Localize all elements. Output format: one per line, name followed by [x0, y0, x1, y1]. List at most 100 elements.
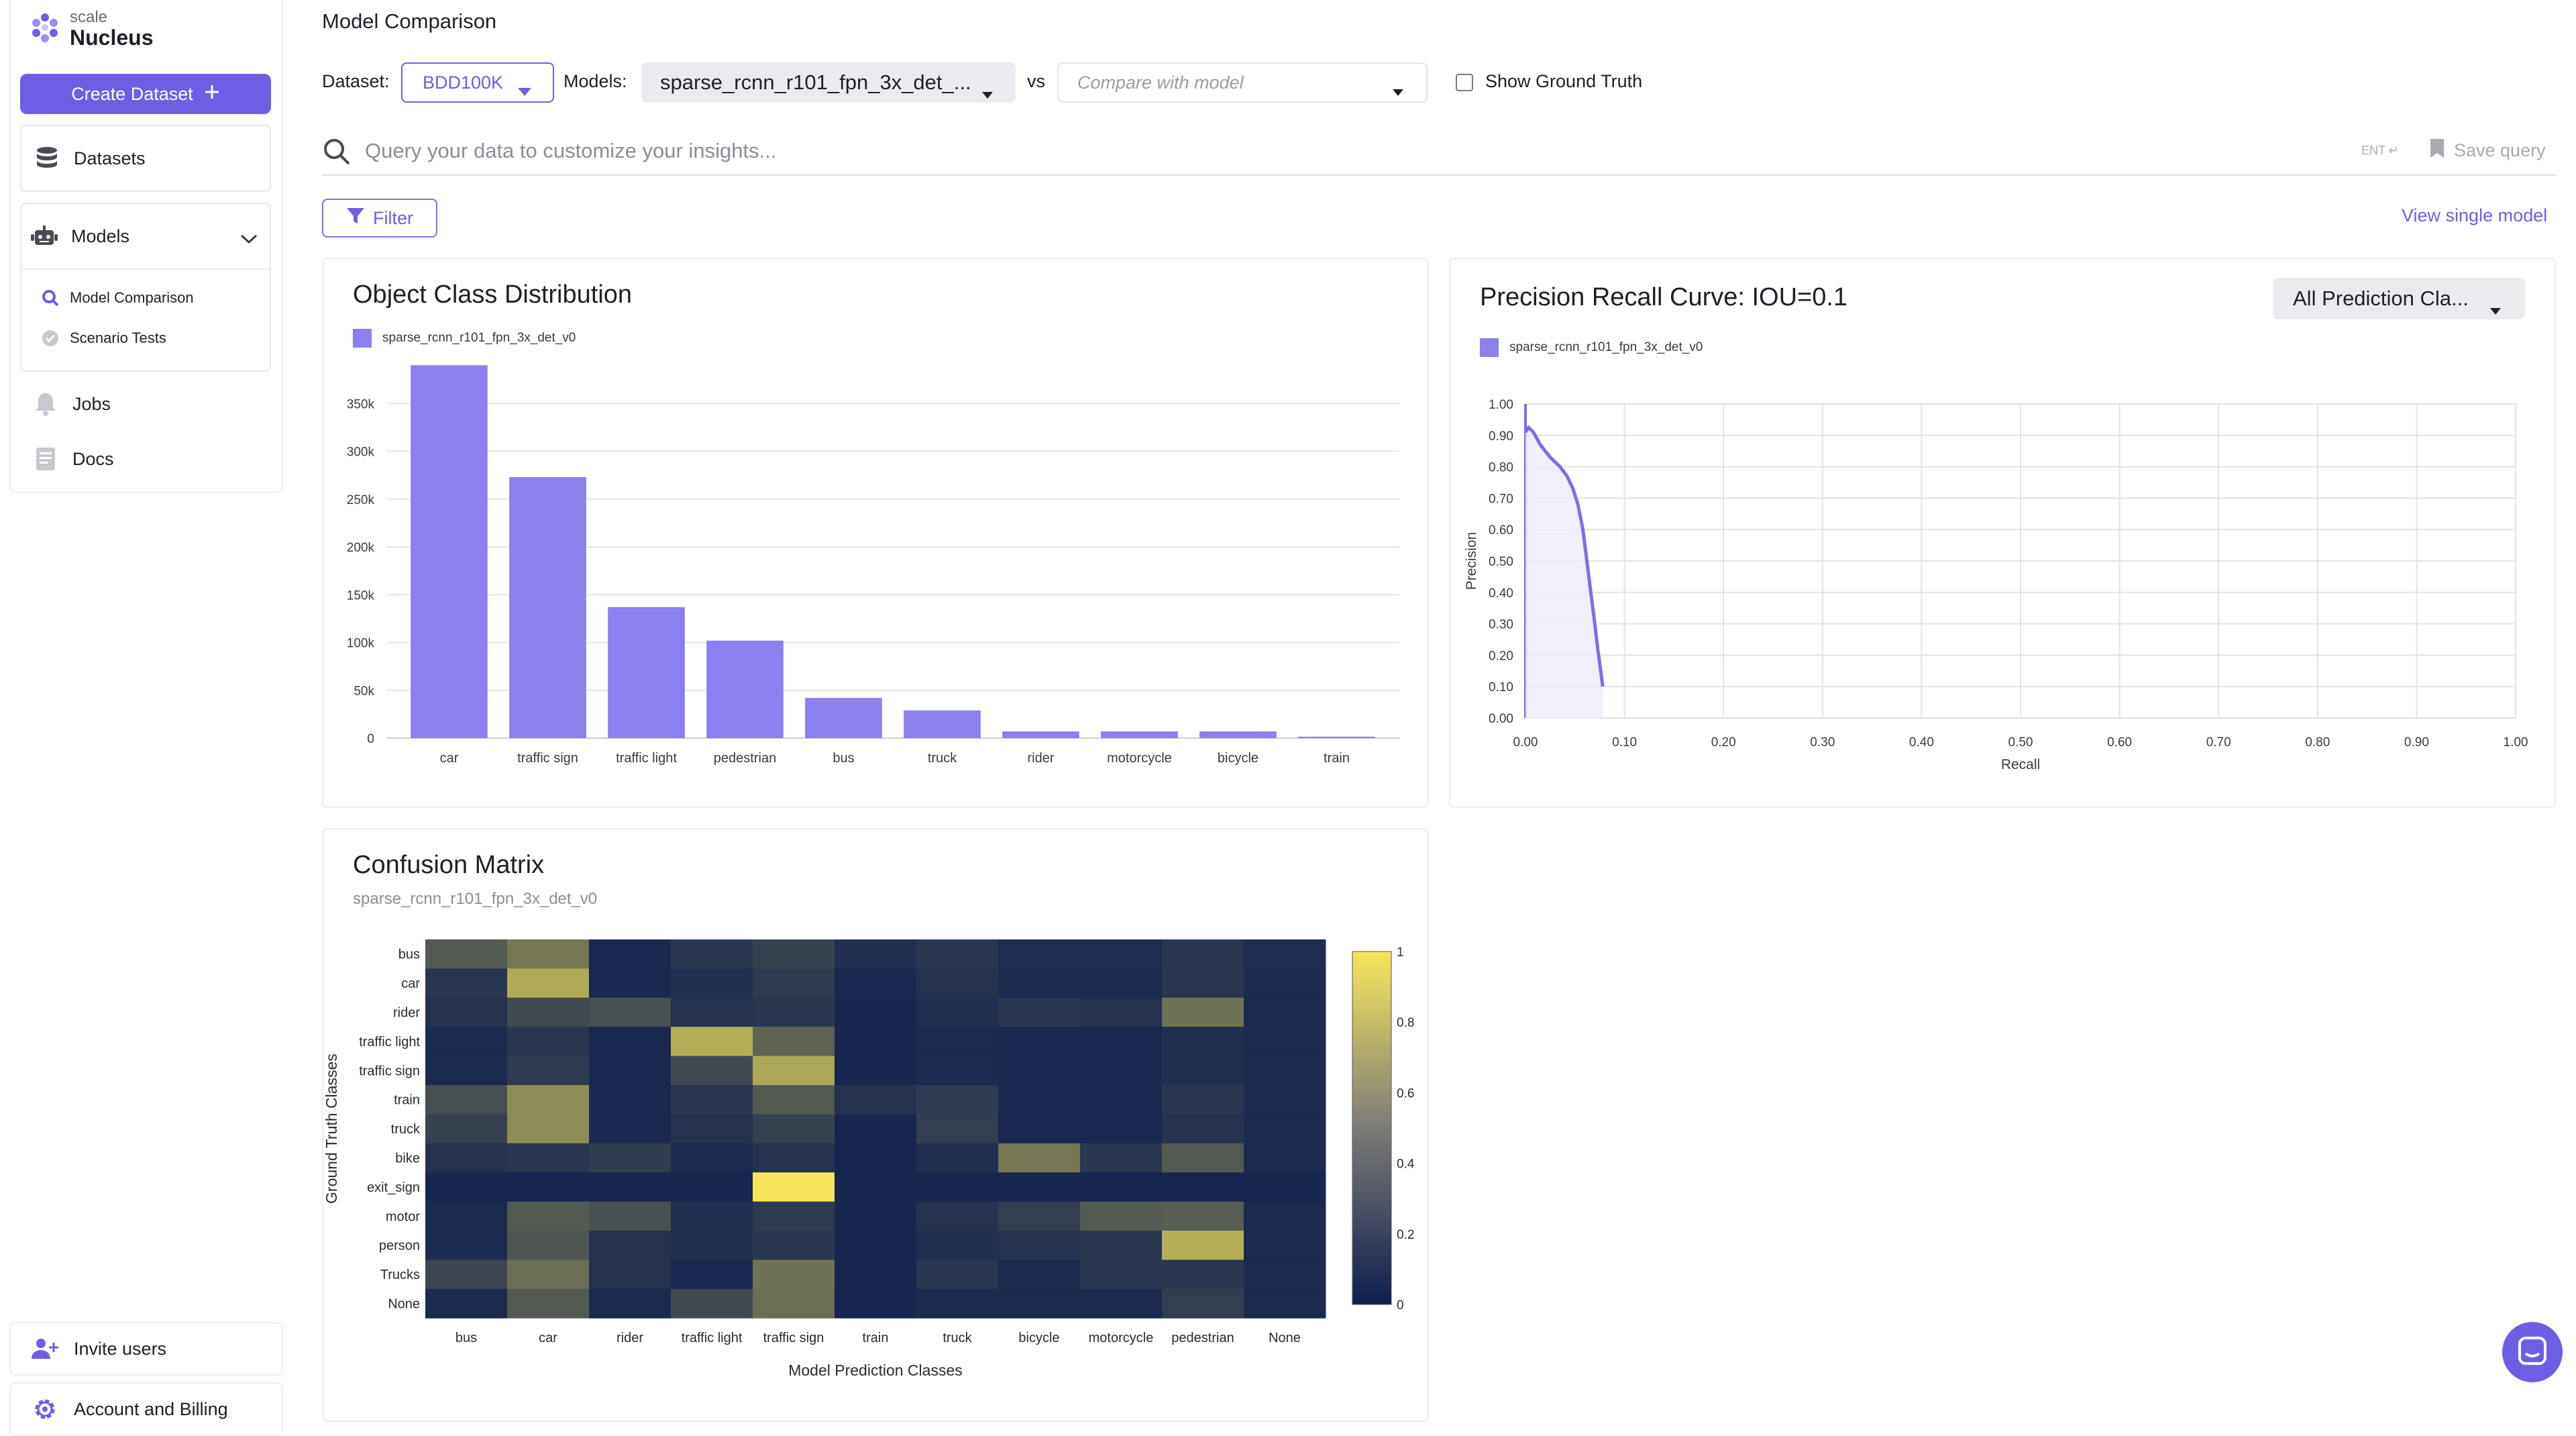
heatmap-cell — [1244, 1143, 1326, 1173]
heatmap-cell — [1080, 1172, 1163, 1202]
heatmap-cell — [589, 1172, 672, 1202]
heatmap-cell — [1244, 1056, 1326, 1086]
heatmap-cell — [1244, 1231, 1326, 1260]
heatmap-cell — [916, 1172, 999, 1202]
y-tick-label: 0.20 — [1489, 649, 1513, 663]
heatmap-cell — [425, 1231, 508, 1260]
brand[interactable]: scale Nucleus — [30, 9, 153, 48]
heatmap-cell — [507, 1143, 590, 1173]
colorbar-tick-label: 0.6 — [1397, 1086, 1414, 1100]
heatmap-cell — [1162, 1056, 1244, 1086]
search-icon — [322, 137, 352, 170]
help-chat-button[interactable] — [2502, 1322, 2563, 1382]
x-tick-label: 0.50 — [2008, 735, 2033, 750]
models-label: Models: — [564, 71, 627, 91]
heatmap-cell — [1162, 1201, 1244, 1231]
confusion-subtitle: sparse_rcnn_r101_fpn_3x_det_v0 — [353, 890, 598, 908]
bar-chart: 0 50k 100k 150k 200k 250k 300k 350k car traffic s… — [347, 365, 1399, 766]
colorbar-tick-label: 0.2 — [1397, 1228, 1414, 1242]
y-tick-label: 0.40 — [1489, 586, 1513, 601]
heatmap-cell — [671, 1085, 753, 1115]
y-tick-label: 0.30 — [1489, 618, 1513, 632]
sidebar-item-model-comparison[interactable]: Model Comparison — [21, 278, 270, 318]
dataset-select[interactable]: BDD100K — [401, 62, 554, 103]
create-dataset-label: Create Dataset — [71, 83, 193, 104]
y-axis-label: Ground Truth Classes — [323, 1054, 340, 1204]
heatmap-cell — [1162, 1260, 1244, 1290]
x-tick-label: rider — [616, 1331, 643, 1345]
heatmap-cell — [507, 1056, 590, 1086]
bar — [706, 640, 784, 738]
sidebar-item-scenario-tests[interactable]: Scenario Tests — [21, 318, 270, 358]
caret-down-icon — [982, 80, 993, 104]
x-tick-label: bicycle — [1218, 751, 1258, 766]
sidebar-item-jobs[interactable]: Jobs — [32, 391, 111, 417]
y-tick-label: None — [388, 1297, 420, 1312]
heatmap-cell — [1080, 968, 1163, 998]
legend-label: sparse_rcnn_r101_fpn_3x_det_v0 — [382, 331, 576, 345]
funnel-icon — [346, 207, 365, 229]
heatmap-cell — [425, 1085, 508, 1115]
heatmap-cell — [835, 1143, 917, 1173]
heatmap-cell — [507, 939, 590, 969]
x-tick-label: None — [1269, 1331, 1301, 1345]
y-tick-label: motor — [386, 1209, 420, 1224]
sidebar-item-account-billing[interactable]: Account and Billing — [9, 1382, 283, 1436]
y-tick-label: 200k — [347, 541, 375, 555]
x-tick-label: train — [863, 1331, 889, 1345]
x-tick-label: truck — [943, 1331, 972, 1345]
heatmap-cell — [589, 1027, 672, 1057]
heatmap-cell — [998, 1085, 1081, 1115]
model-select[interactable]: sparse_rcnn_r101_fpn_3x_det_... — [641, 62, 1016, 103]
x-tick-label: 0.20 — [1711, 735, 1736, 750]
heatmap-cell — [916, 1114, 999, 1144]
view-single-model-link[interactable]: View single model — [2402, 205, 2548, 225]
heatmap-cell — [671, 997, 753, 1027]
x-tick-label: car — [539, 1331, 557, 1345]
heatmap-cell — [1080, 1143, 1163, 1173]
y-tick-label: 350k — [347, 397, 375, 411]
pr-chart: 0.00 0.10 0.20 0.30 0.40 0.50 0.60 0.70 0.80 0.90… — [1464, 398, 2528, 772]
chat-icon — [2518, 1336, 2547, 1369]
x-tick-label: pedestrian — [1171, 1331, 1234, 1345]
heatmap-cell — [671, 1288, 753, 1319]
y-tick-label: bus — [398, 947, 420, 962]
sidebar-subitem-label: Scenario Tests — [70, 329, 166, 346]
bar — [805, 698, 882, 738]
y-tick-label: 250k — [347, 493, 375, 507]
show-ground-truth-checkbox[interactable] — [1456, 74, 1473, 91]
x-tick-label: traffic light — [682, 1331, 743, 1345]
bar — [1199, 731, 1277, 738]
heatmap-cell — [916, 997, 999, 1027]
save-query-button[interactable]: Save query — [2430, 138, 2546, 163]
caret-down-icon — [2490, 296, 2501, 320]
heatmap-cell — [1162, 1085, 1244, 1115]
x-tick-label: 0.40 — [1909, 735, 1934, 750]
heatmap-cell — [1162, 1288, 1244, 1319]
sidebar-item-label: Docs — [72, 448, 114, 469]
page-title: Model Comparison — [322, 9, 497, 33]
filter-button[interactable]: Filter — [322, 199, 437, 238]
heatmap-cell — [589, 1143, 672, 1173]
y-tick-label: 0.00 — [1489, 712, 1513, 726]
vs-label: vs — [1027, 71, 1045, 91]
y-tick-label: car — [401, 976, 420, 991]
compare-model-select[interactable]: Compare with model — [1057, 62, 1428, 103]
heatmap-cell — [753, 1231, 835, 1260]
distribution-title: Object Class Distribution — [353, 280, 633, 309]
x-tick-label: traffic sign — [517, 751, 578, 766]
create-dataset-button[interactable]: Create Dataset — [20, 74, 271, 114]
prediction-class-select[interactable]: All Prediction Cla... — [2273, 278, 2525, 319]
heatmap-cell — [998, 1201, 1081, 1231]
heatmap-cell — [507, 968, 590, 998]
heatmap-cell — [671, 939, 753, 969]
x-tick-label: 0.10 — [1612, 735, 1637, 750]
sidebar-item-invite-users[interactable]: Invite users — [9, 1322, 283, 1376]
sidebar-item-docs[interactable]: Docs — [32, 446, 114, 472]
heatmap-cell — [425, 1143, 508, 1173]
model-value: sparse_rcnn_r101_fpn_3x_det_... — [660, 70, 971, 94]
heatmap-cell — [835, 939, 917, 969]
sidebar-item-datasets[interactable]: Datasets — [20, 125, 271, 192]
query-input[interactable] — [364, 137, 2110, 165]
sidebar-item-models[interactable]: Models — [21, 204, 270, 270]
